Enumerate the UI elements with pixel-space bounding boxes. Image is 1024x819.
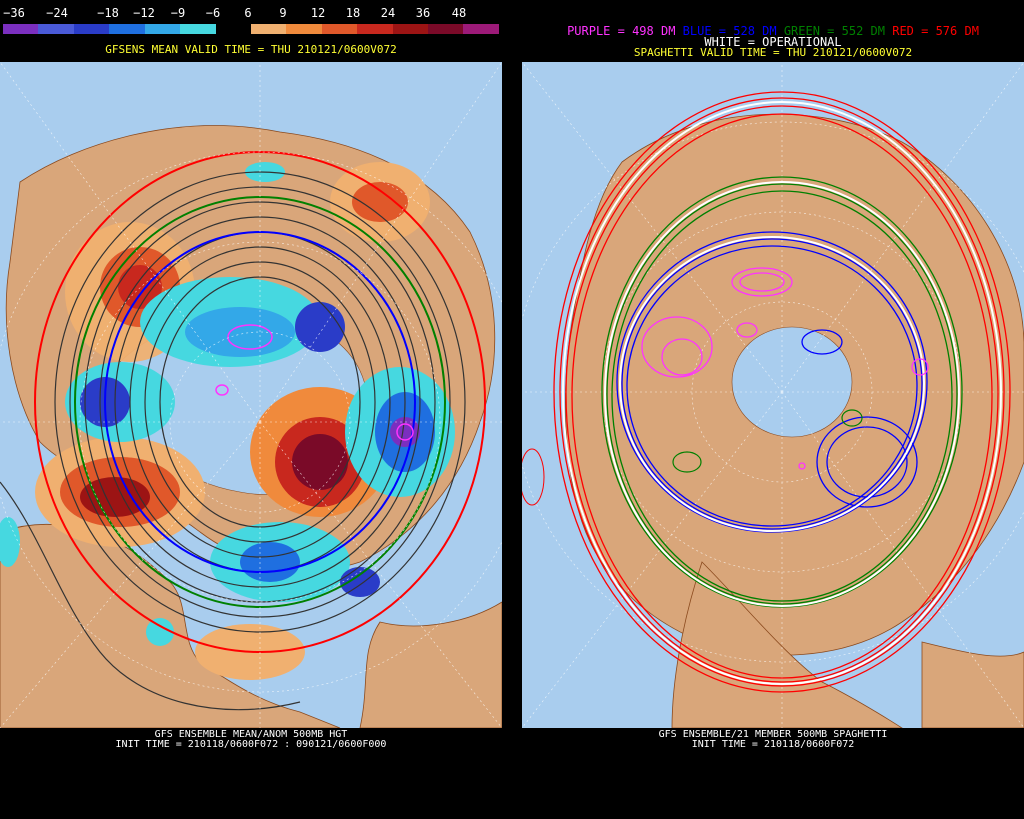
colorbar-swatch [463,24,499,34]
panel-divider [502,0,522,819]
legend-purple: PURPLE = 498 DM [567,24,676,38]
ensemble-mean-map [0,62,502,728]
spaghetti-map-graphic [522,62,1024,728]
legend-white: WHITE = OPERATIONAL [704,35,842,49]
colorbar-swatch [73,24,110,34]
spaghetti-map [522,62,1024,728]
colorbar-swatch [215,24,251,34]
colorbar-swatch [286,24,322,34]
valid-time-title: GFSENS MEAN VALID TIME = THU 210121/0600… [105,43,397,56]
anomaly-colorbar [3,24,499,34]
colorbar-label: −24 [46,6,68,20]
product-name: GFS ENSEMBLE MEAN/ANOM 500MB HGT [154,729,348,740]
colorbar-label: −18 [97,6,119,20]
colorbar-swatch [321,24,358,34]
colorbar-labels: −36 −24 −18 −12 −9 −6 6 9 12 18 24 36 48 [0,6,502,22]
colorbar-swatch [250,24,287,34]
colorbar-label: −9 [170,6,186,20]
colorbar-swatch [428,24,464,34]
colorbar-label: 12 [310,6,326,20]
colorbar-swatch [180,24,216,34]
colorbar-swatch [109,24,145,34]
colorbar-label: 9 [279,6,287,20]
colorbar-label: 36 [415,6,431,20]
colorbar-label: −6 [205,6,221,20]
spaghetti-panel: PURPLE = 498 DM BLUE = 528 DM GREEN = 55… [522,0,1024,819]
colorbar-swatch [3,24,39,34]
spaghetti-product-name: GFS ENSEMBLE/21 MEMBER 500MB SPAGHETTI [658,729,888,740]
colorbar-label: 48 [451,6,467,20]
colorbar-label: −36 [3,6,25,20]
spaghetti-init-time: INIT TIME = 210118/0600F072 [691,739,855,750]
contour-legend: PURPLE = 498 DM BLUE = 528 DM GREEN = 55… [522,24,1024,38]
colorbar-label: 24 [380,6,396,20]
colorbar-label: 6 [244,6,252,20]
ensemble-mean-panel: −36 −24 −18 −12 −9 −6 6 9 12 18 24 36 48… [0,0,502,819]
colorbar-swatch [357,24,393,34]
colorbar-label: 18 [345,6,361,20]
anomaly-map-graphic [0,62,502,728]
legend-red: RED = 576 DM [892,24,979,38]
spaghetti-valid-time: SPAGHETTI VALID TIME = THU 210121/0600V0… [633,46,913,59]
colorbar-swatch [392,24,429,34]
init-time: INIT TIME = 210118/0600F072 : 090121/060… [115,739,387,750]
legend-blue: BLUE = 528 DM [682,24,777,38]
legend-green: GREEN = 552 DM [783,24,885,38]
colorbar-label: −12 [133,6,155,20]
colorbar-swatch [144,24,181,34]
colorbar-swatch [38,24,74,34]
